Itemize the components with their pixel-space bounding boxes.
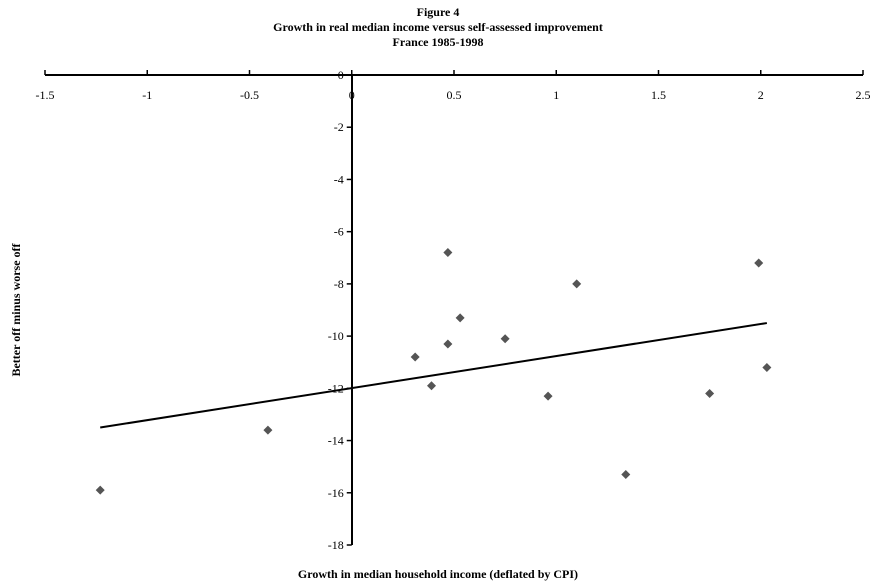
chart-title-line-2: Growth in real median income versus self… [273,20,603,34]
chart-title-line-3: France 1985-1998 [393,35,484,49]
data-point [762,362,772,372]
data-point [443,339,453,349]
y-tick-label: -18 [328,538,344,552]
x-tick-label: -0.5 [240,88,259,102]
y-tick-label: -14 [328,434,344,448]
y-axis-ticks: 0 -2 -4 -6 -8 -10 -12 -14 -16 -18 [328,68,352,552]
y-tick-label: -16 [328,486,344,500]
x-tick-label: -1.5 [36,88,55,102]
data-point [621,470,631,479]
data-point [572,279,582,289]
data-points [95,248,772,495]
data-point [263,425,273,435]
data-point [410,352,420,362]
data-point [705,389,715,399]
y-tick-label: -4 [334,172,344,186]
data-point [443,248,453,258]
y-tick-label: -10 [328,329,344,343]
y-tick-label: -8 [334,277,344,291]
x-tick-label: 1 [553,88,559,102]
data-point [543,391,553,401]
x-axis-title: Growth in median household income (defla… [298,567,578,581]
x-axis: -1.5 -1 -0.5 0 0.5 1 1.5 2 2.5 [36,70,871,102]
y-axis-title: Better off minus worse off [9,242,23,376]
x-tick-label: -1 [142,88,152,102]
x-tick-label: 0.5 [447,88,462,102]
y-tick-label: -2 [334,120,344,134]
trend-line [100,322,768,429]
data-point [455,313,465,323]
y-tick-label: -12 [328,381,344,395]
data-point [95,485,105,495]
x-tick-label: 2.5 [856,88,871,102]
y-tick-label: -6 [334,225,344,239]
data-point [427,381,437,391]
data-point [754,258,764,268]
x-tick-label: 2 [758,88,764,102]
chart-title-line-1: Figure 4 [417,5,460,19]
y-axis: 0 -2 -4 -6 -8 -10 -12 -14 -16 -18 [328,68,353,552]
data-point [500,334,510,344]
x-tick-label: 1.5 [651,88,666,102]
y-tick-label: 0 [338,68,344,82]
